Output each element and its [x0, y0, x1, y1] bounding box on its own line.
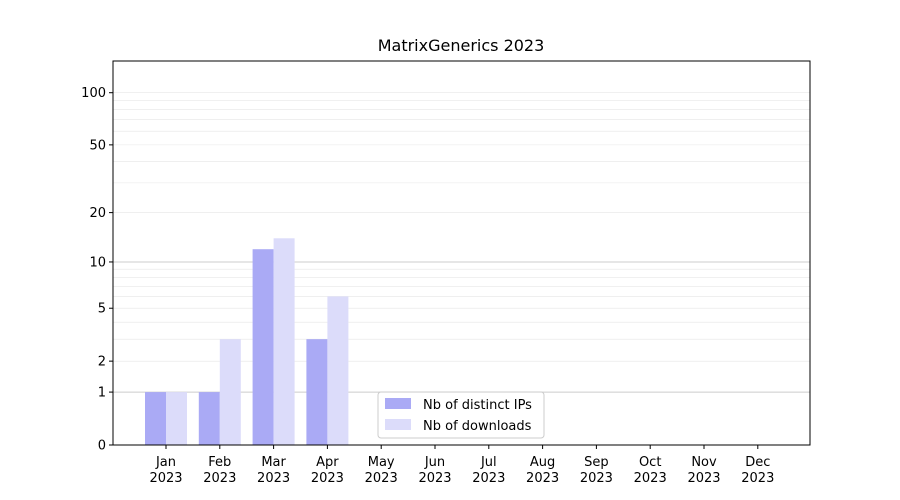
y-tick-label: 0: [98, 439, 106, 454]
x-tick-label: Apr 2023: [311, 455, 344, 486]
x-tick-label: May 2023: [365, 455, 398, 486]
x-tick-label: Feb 2023: [203, 455, 236, 486]
bar-distinct-ips: [198, 392, 220, 445]
legend-label-downloads: Nb of downloads: [423, 419, 532, 434]
y-tick-label: 20: [89, 206, 106, 221]
bar-distinct-ips: [145, 392, 166, 445]
x-tick-label: Jul 2023: [472, 455, 505, 486]
bar-distinct-ips: [252, 249, 274, 445]
x-axis: Jan 2023 Feb 2023 Mar 2023 Apr 2023 May 2023 Jun 20…: [149, 445, 774, 486]
y-tick-label: 50: [89, 138, 106, 153]
legend-label-distinct-ips: Nb of distinct IPs: [423, 398, 532, 413]
bar-downloads: [273, 238, 295, 445]
x-tick-label: Nov 2023: [687, 455, 720, 486]
y-tick-label: 1: [98, 386, 106, 401]
legend-swatch-downloads: [385, 419, 411, 430]
x-tick-label: Sep 2023: [580, 455, 613, 486]
x-tick-label: Dec 2023: [741, 455, 774, 486]
chart-title: MatrixGenerics 2023: [378, 36, 545, 55]
y-tick-label: 10: [89, 255, 106, 270]
plot-frame: [112, 60, 811, 446]
y-tick-label: 2: [98, 355, 106, 370]
x-tick-label: Jun 2023: [418, 455, 451, 486]
legend-swatch-distinct-ips: [385, 398, 411, 409]
bars: [145, 238, 349, 445]
legend-box: [377, 391, 545, 439]
y-tick-label: 100: [81, 86, 106, 101]
bar-downloads: [327, 296, 349, 445]
y-tick-label: 5: [98, 302, 106, 317]
legend: Nb of distinct IPs Nb of downloads: [377, 391, 545, 439]
grid: [113, 92, 810, 393]
x-tick-label: Jan 2023: [149, 455, 182, 486]
x-tick-label: Oct 2023: [634, 455, 667, 486]
bar-downloads: [166, 392, 187, 445]
x-tick-label: Mar 2023: [257, 455, 290, 486]
x-tick-label: Aug 2023: [526, 455, 559, 486]
y-axis: 0 1 2 5 10 20 50 100: [81, 86, 113, 454]
bar-distinct-ips: [306, 339, 328, 445]
bar-downloads: [219, 339, 241, 445]
